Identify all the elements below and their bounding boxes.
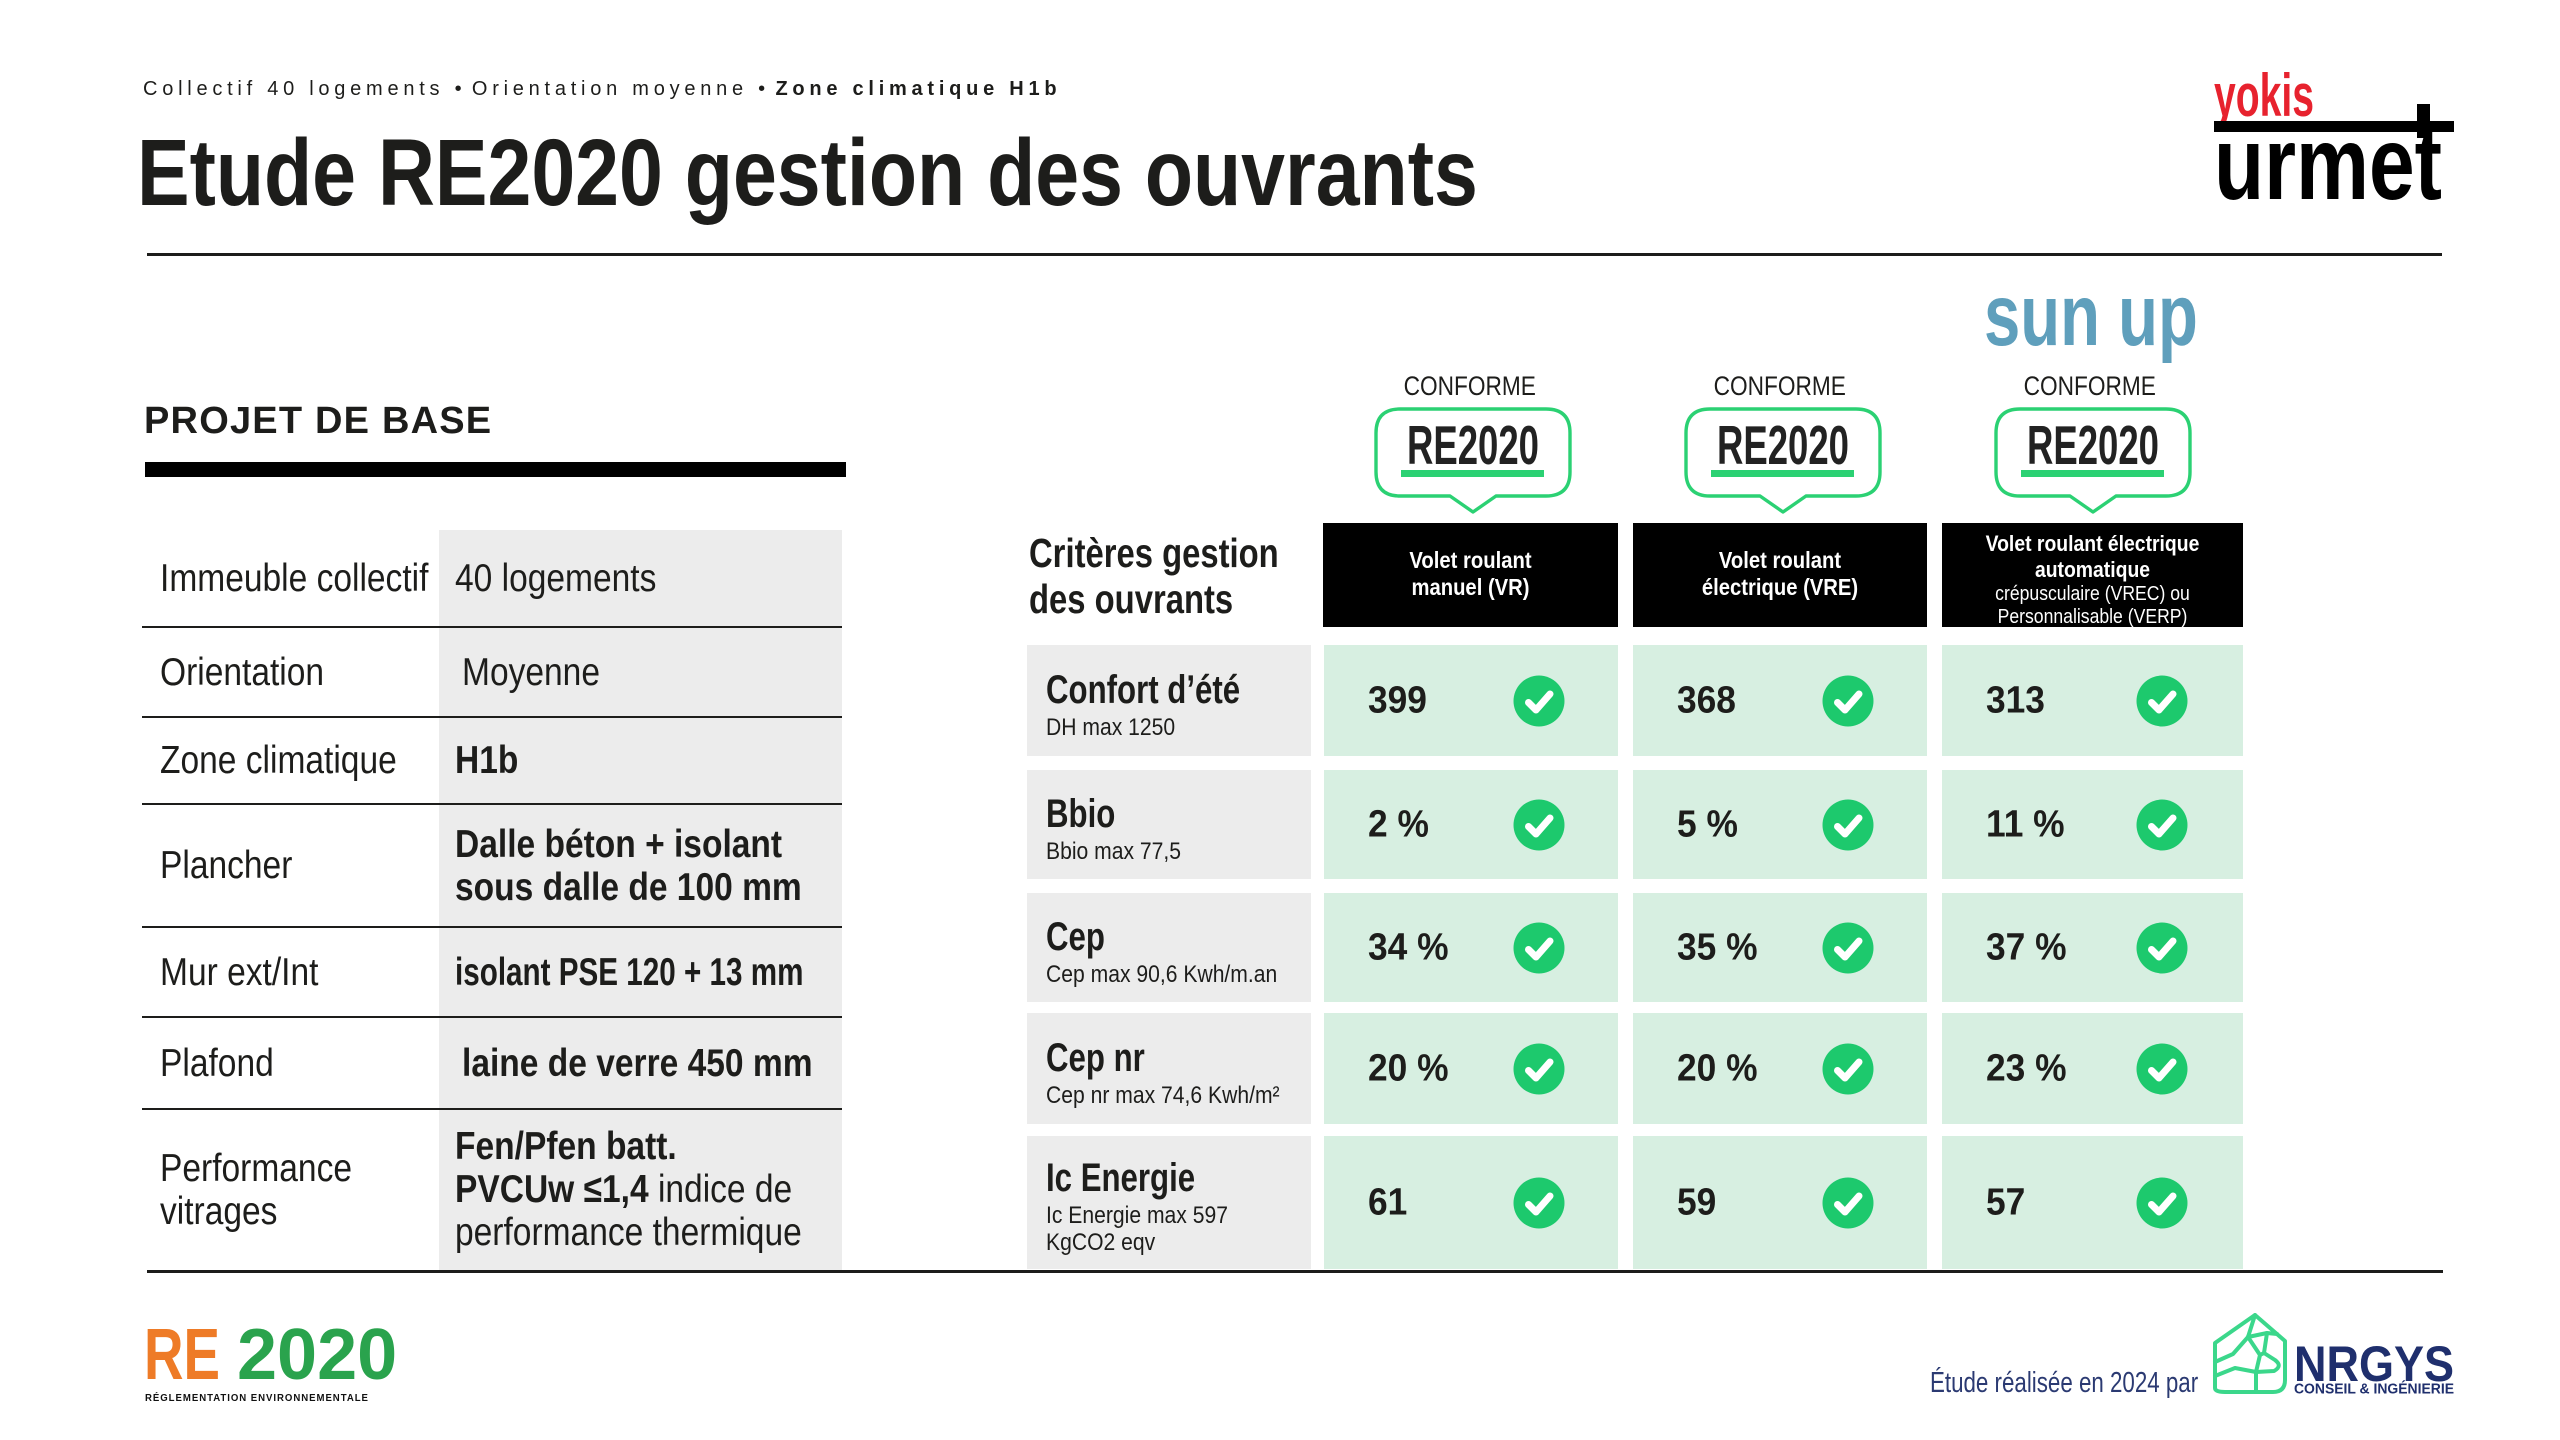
svg-text:RE2020: RE2020: [1717, 414, 1849, 476]
svg-text:RE2020: RE2020: [2027, 414, 2159, 476]
svg-text:urmet: urmet: [2214, 106, 2442, 222]
svg-text:RE2020: RE2020: [1407, 414, 1539, 476]
svg-text:CONSEIL & INGÉNIERIE: CONSEIL & INGÉNIERIE: [2294, 1381, 2454, 1398]
svg-text:NRGYS: NRGYS: [2294, 1336, 2454, 1392]
svg-text:yokis: yokis: [2214, 62, 2314, 129]
